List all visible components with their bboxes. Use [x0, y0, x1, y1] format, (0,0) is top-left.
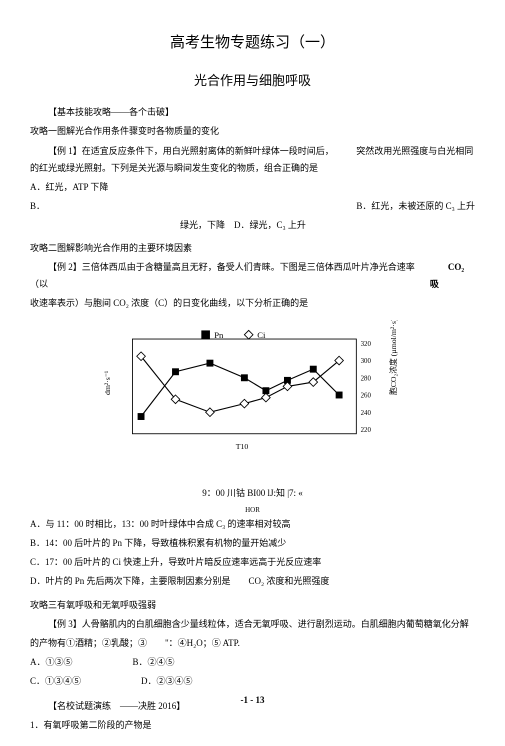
y-right-ticks: 320 300 280 260 240 220 [360, 341, 371, 434]
svg-text:Pn: Pn [214, 331, 224, 341]
svg-text:300: 300 [360, 359, 371, 366]
example-3-options-row-2: C．①③④⑤ D．②③④⑤ [30, 673, 475, 692]
example-2-option-b: B．14：00 后叶片的 Pn 下降，导致植株积累有机物的量开始减少 [30, 535, 475, 552]
y-right-label: 胞CO₂浓度 (µmol/m²·s) [387, 320, 397, 395]
x-axis-label: T10 [235, 443, 248, 452]
option-a: A．①③⑤ [30, 654, 73, 671]
sub-title: 光合作用与细胞呼吸 [30, 69, 475, 92]
svg-text:Ci: Ci [257, 331, 266, 341]
question-1: 1．有氧呼吸第二阶段的产物是 [30, 717, 475, 734]
document-page: 高考生物专题练习（一） 光合作用与细胞呼吸 【基本技能攻略——各个击破】 攻略一… [0, 0, 505, 746]
example-2-text-b: CO₂ 吸 [430, 259, 475, 293]
example-2-option-d: D．叶片的 Pn 先后两次下降，主要限制因素分别是 CO₂ 浓度和光照强度 [30, 573, 475, 590]
example-1-option-row: B． B．红光，未被还原的 C₃ 上升 [30, 198, 475, 215]
svg-text:320: 320 [360, 341, 371, 348]
option-d: D．②③④⑤ [141, 673, 193, 690]
chart-svg: Pn Ci dm²·s⁻¹ 320 300 280 260 240 220 胞C… [98, 320, 408, 470]
svg-text:240: 240 [360, 410, 371, 417]
example-2-option-c: C．17：00 后叶片的 Ci 快速上升，导致叶片暗反应速率远高于光反应速率 [30, 554, 475, 571]
section-heading-basic: 【基本技能攻略——各个击破】 [30, 104, 475, 121]
example-2-option-a: A．与 11：00 时相比，13：00 时叶绿体中合成 C₃ 的速率相对较高 [30, 516, 475, 533]
chart-caption: 9：00 川钴 BI00 lJ:知 |7: « [30, 485, 475, 501]
example-3-options-row-1: A．①③⑤ B．②④⑤ [30, 654, 475, 673]
example-3-text: 【例 3】人骨骼肌内的白肌细胞含少量线粒体，适合无氧呼吸、进行剧烈运动。白肌细胞… [30, 616, 475, 633]
example-3-text2: 的产物有①酒精；②乳酸；③ "：④H₂O；⑤ ATP. [30, 635, 475, 652]
option-b-mid: B．红光，未被还原的 C₃ 上升 [356, 198, 475, 215]
ci-markers [136, 352, 343, 417]
y-left-label: dm²·s⁻¹ [103, 371, 112, 396]
strategy-2-heading: 攻略二图解影响光合作用的主要环境因素 [30, 240, 475, 257]
chart-caption-sub: HOR [30, 504, 475, 517]
example-1-option-b-right: 绿光，下降 D．绿光，C₃ 上升 [180, 217, 475, 234]
option-b-left: B． [30, 198, 45, 215]
example-1-text: 【例 1】在适宜反应条件下，用白光照射离体的新鲜叶绿体一段时间后， 突然改用光照… [30, 143, 475, 177]
strategy-1-heading: 攻略一图解光合作用条件骤变时各物质量的变化 [30, 123, 475, 140]
page-footer: -1 - 13 [0, 692, 505, 708]
chart-container: Pn Ci dm²·s⁻¹ 320 300 280 260 240 220 胞C… [30, 320, 475, 477]
option-b: B．②④⑤ [133, 654, 175, 671]
svg-text:280: 280 [360, 376, 371, 383]
example-2-text: 【例 2】三倍体西瓜由于含糖量高且无籽，备受人们青睐。下图是三倍体西瓜叶片净光合… [30, 259, 475, 293]
example-2-text-a: 【例 2】三倍体西瓜由于含糖量高且无籽，备受人们青睐。下图是三倍体西瓜叶片净光合… [30, 259, 430, 293]
svg-text:260: 260 [360, 393, 371, 400]
svg-text:220: 220 [360, 427, 371, 434]
example-2-text-c: 收速率表示）与胞间 CO₂ 浓度（C）的日变化曲线，以下分析正确的是 [30, 295, 475, 312]
option-c: C．①③④⑤ [30, 673, 81, 690]
main-title: 高考生物专题练习（一） [30, 30, 475, 57]
example-1-option-a: A．红光，ATP 下降 [30, 179, 475, 196]
pn-line [141, 364, 339, 417]
strategy-3-heading: 攻略三有氧呼吸和无氧呼吸强弱 [30, 597, 475, 614]
